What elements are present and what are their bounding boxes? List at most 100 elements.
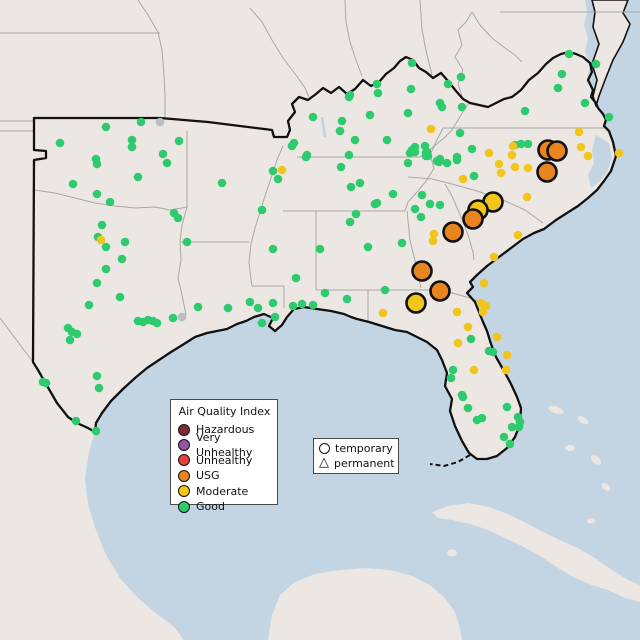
- event-circle-usg[interactable]: [462, 208, 484, 230]
- monitor-point-good[interactable]: [372, 198, 382, 208]
- monitor-point-good[interactable]: [162, 158, 172, 168]
- monitor-point-good[interactable]: [499, 432, 509, 442]
- monitor-point-good[interactable]: [488, 347, 498, 357]
- monitor-point-moderate[interactable]: [96, 235, 106, 245]
- monitor-point-moderate[interactable]: [428, 236, 438, 246]
- monitor-point-moderate[interactable]: [508, 141, 518, 151]
- monitor-point-moderate[interactable]: [494, 159, 504, 169]
- monitor-point-moderate[interactable]: [523, 163, 533, 173]
- monitor-point-good[interactable]: [97, 220, 107, 230]
- monitor-point-good[interactable]: [407, 58, 417, 68]
- monitor-point-good[interactable]: [268, 244, 278, 254]
- monitor-point-good[interactable]: [435, 98, 445, 108]
- monitor-point-moderate[interactable]: [458, 174, 468, 184]
- monitor-point-good[interactable]: [92, 159, 102, 169]
- monitor-point-good[interactable]: [174, 136, 184, 146]
- monitor-point-good[interactable]: [308, 300, 318, 310]
- monitor-point-good[interactable]: [320, 288, 330, 298]
- monitor-point-good[interactable]: [308, 112, 318, 122]
- monitor-point-unknown[interactable]: [155, 117, 165, 127]
- monitor-point-good[interactable]: [253, 303, 263, 313]
- monitor-point-good[interactable]: [557, 69, 567, 79]
- monitor-point-good[interactable]: [458, 392, 468, 402]
- monitor-point-good[interactable]: [92, 371, 102, 381]
- monitor-point-good[interactable]: [505, 439, 515, 449]
- monitor-point-good[interactable]: [273, 174, 283, 184]
- monitor-point-moderate[interactable]: [496, 168, 506, 178]
- monitor-point-good[interactable]: [507, 422, 517, 432]
- monitor-point-moderate[interactable]: [426, 124, 436, 134]
- monitor-point-good[interactable]: [94, 383, 104, 393]
- monitor-point-moderate[interactable]: [469, 365, 479, 375]
- monitor-point-moderate[interactable]: [479, 278, 489, 288]
- monitor-point-good[interactable]: [523, 139, 533, 149]
- monitor-point-good[interactable]: [168, 313, 178, 323]
- monitor-point-good[interactable]: [301, 152, 311, 162]
- monitor-point-good[interactable]: [457, 102, 467, 112]
- monitor-point-good[interactable]: [336, 162, 346, 172]
- monitor-point-good[interactable]: [101, 264, 111, 274]
- monitor-point-good[interactable]: [223, 303, 233, 313]
- monitor-point-moderate[interactable]: [507, 150, 517, 160]
- monitor-point-good[interactable]: [591, 59, 601, 69]
- monitor-point-good[interactable]: [127, 135, 137, 145]
- monitor-point-good[interactable]: [467, 144, 477, 154]
- monitor-point-good[interactable]: [133, 172, 143, 182]
- monitor-point-moderate[interactable]: [576, 142, 586, 152]
- monitor-point-good[interactable]: [435, 200, 445, 210]
- monitor-point-good[interactable]: [580, 98, 590, 108]
- monitor-point-good[interactable]: [55, 138, 65, 148]
- event-circle-usg[interactable]: [442, 221, 464, 243]
- monitor-point-good[interactable]: [337, 116, 347, 126]
- monitor-point-good[interactable]: [257, 318, 267, 328]
- event-circle-usg[interactable]: [536, 161, 558, 183]
- monitor-point-good[interactable]: [382, 135, 392, 145]
- monitor-point-good[interactable]: [345, 90, 355, 100]
- monitor-point-good[interactable]: [372, 79, 382, 89]
- monitor-point-good[interactable]: [91, 426, 101, 436]
- monitor-point-good[interactable]: [477, 413, 487, 423]
- monitor-point-good[interactable]: [553, 83, 563, 93]
- monitor-point-good[interactable]: [217, 178, 227, 188]
- monitor-point-good[interactable]: [388, 189, 398, 199]
- event-circle-moderate[interactable]: [405, 292, 427, 314]
- monitor-point-good[interactable]: [120, 237, 130, 247]
- monitor-point-good[interactable]: [287, 141, 297, 151]
- monitor-point-good[interactable]: [136, 117, 146, 127]
- event-circle-usg[interactable]: [429, 280, 451, 302]
- monitor-point-good[interactable]: [270, 312, 280, 322]
- monitor-point-good[interactable]: [344, 150, 354, 160]
- monitor-point-good[interactable]: [342, 294, 352, 304]
- monitor-point-moderate[interactable]: [463, 322, 473, 332]
- monitor-point-good[interactable]: [363, 242, 373, 252]
- monitor-point-good[interactable]: [245, 297, 255, 307]
- monitor-point-good[interactable]: [452, 152, 462, 162]
- monitor-point-moderate[interactable]: [510, 162, 520, 172]
- monitor-point-good[interactable]: [115, 292, 125, 302]
- monitor-point-good[interactable]: [373, 88, 383, 98]
- monitor-point-good[interactable]: [65, 335, 75, 345]
- monitor-point-good[interactable]: [520, 106, 530, 116]
- monitor-point-good[interactable]: [380, 285, 390, 295]
- monitor-point-moderate[interactable]: [522, 192, 532, 202]
- monitor-point-good[interactable]: [101, 122, 111, 132]
- monitor-point-good[interactable]: [466, 334, 476, 344]
- monitor-point-good[interactable]: [469, 171, 479, 181]
- monitor-point-good[interactable]: [257, 205, 267, 215]
- monitor-point-moderate[interactable]: [478, 307, 488, 317]
- monitor-point-good[interactable]: [397, 238, 407, 248]
- monitor-point-good[interactable]: [410, 147, 420, 157]
- monitor-point-good[interactable]: [443, 79, 453, 89]
- monitor-point-good[interactable]: [297, 299, 307, 309]
- monitor-point-good[interactable]: [351, 209, 361, 219]
- monitor-point-good[interactable]: [268, 166, 278, 176]
- monitor-point-moderate[interactable]: [492, 332, 502, 342]
- monitor-point-good[interactable]: [410, 204, 420, 214]
- monitor-point-moderate[interactable]: [452, 307, 462, 317]
- monitor-point-good[interactable]: [416, 212, 426, 222]
- monitor-point-good[interactable]: [92, 189, 102, 199]
- monitor-point-good[interactable]: [71, 416, 81, 426]
- monitor-point-good[interactable]: [455, 128, 465, 138]
- monitor-point-good[interactable]: [564, 49, 574, 59]
- monitor-point-good[interactable]: [423, 151, 433, 161]
